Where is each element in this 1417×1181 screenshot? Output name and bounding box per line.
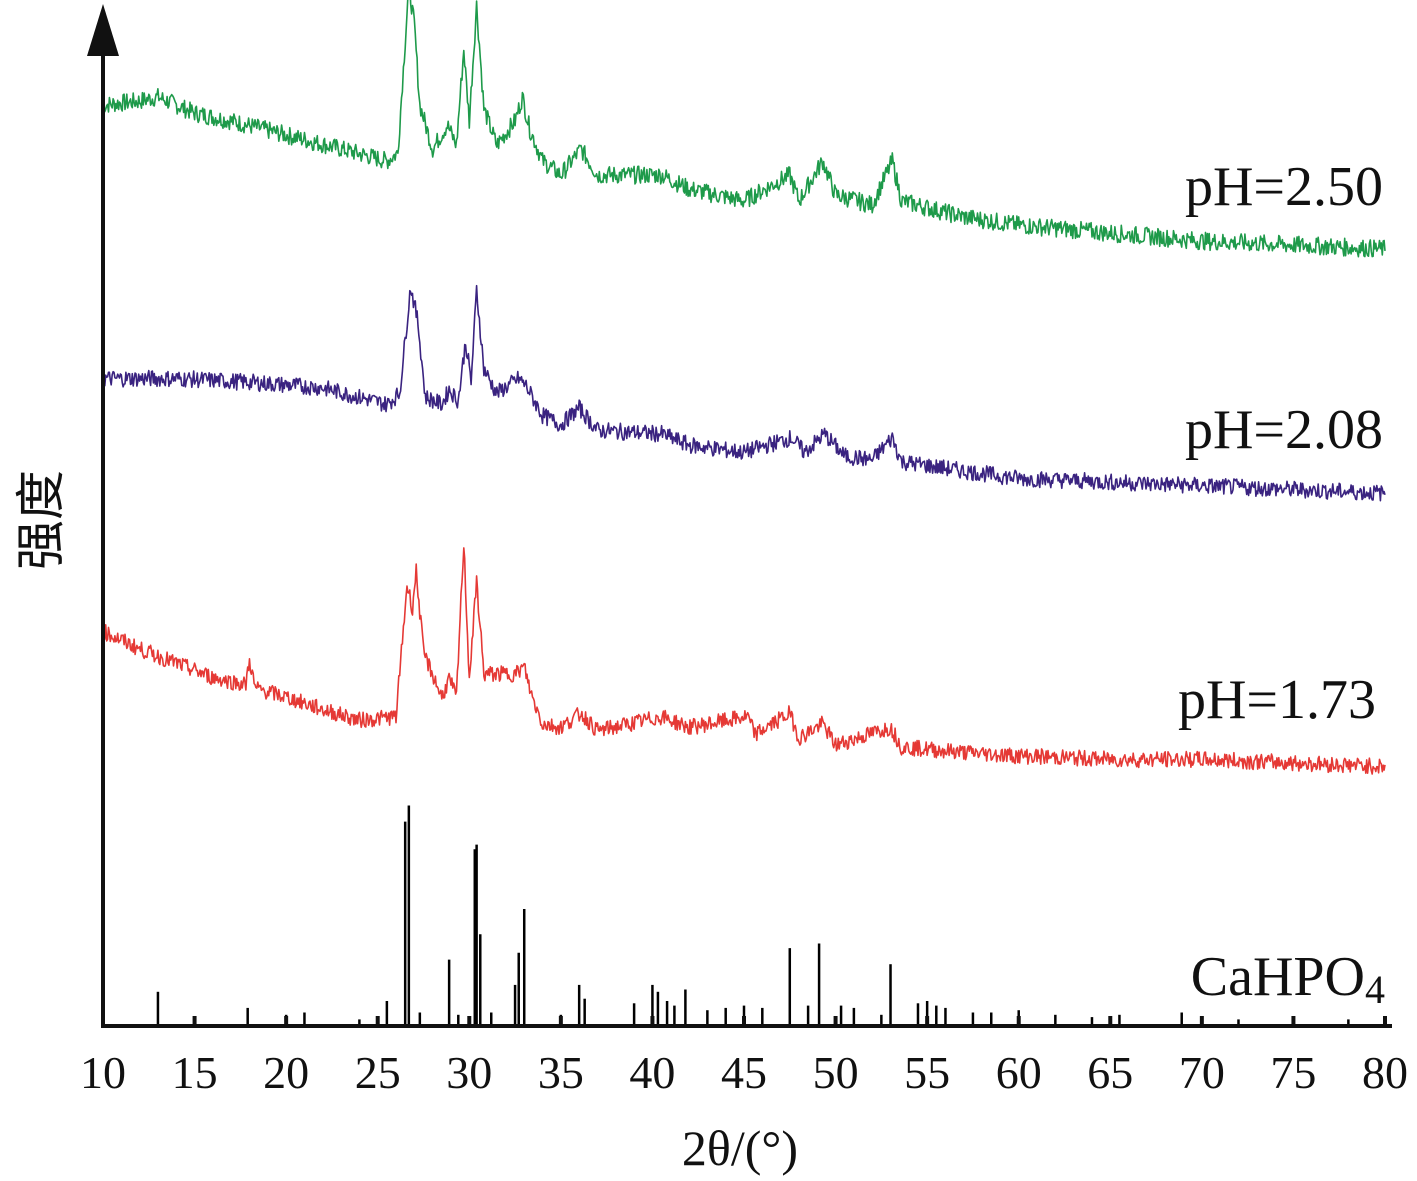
- y-axis-arrow: [87, 4, 119, 56]
- x-tick-label: 65: [1087, 1047, 1133, 1098]
- x-tick-label: 50: [813, 1047, 859, 1098]
- x-tick-label: 45: [721, 1047, 767, 1098]
- cahpo4-main: CaHPO: [1191, 946, 1365, 1008]
- series-line-ph-2-08: [102, 284, 1386, 502]
- plot-traces: [102, 0, 1386, 1024]
- x-tick-label: 75: [1270, 1047, 1316, 1098]
- series-label-cahpo4: CaHPO4: [1191, 946, 1385, 1012]
- x-tick-label: 25: [355, 1047, 401, 1098]
- x-tick-label: 70: [1179, 1047, 1225, 1098]
- x-tick-label: 15: [172, 1047, 218, 1098]
- x-tick-label: 55: [904, 1047, 950, 1098]
- x-tick-label: 20: [263, 1047, 309, 1098]
- y-axis-title: 强度: [13, 470, 69, 570]
- series-label-ph-2-08: pH=2.08: [1185, 399, 1383, 461]
- x-tick-label: 35: [538, 1047, 584, 1098]
- axes: 10 15 20 25 30 35 40 45 50 55 60 65 70 75 80: [80, 4, 1408, 1098]
- x-tick-label: 60: [996, 1047, 1042, 1098]
- x-tick-label: 80: [1362, 1047, 1408, 1098]
- series-line-ph-2-50: [102, 0, 1386, 258]
- x-tick-label: 30: [446, 1047, 492, 1098]
- cahpo4-subscript: 4: [1365, 967, 1385, 1012]
- x-axis-ticks: [101, 1016, 1387, 1026]
- x-tick-label: 10: [80, 1047, 126, 1098]
- series-line-ph-1-73: [102, 547, 1386, 775]
- x-axis-title: 2θ/(°): [682, 1120, 798, 1176]
- series-label-ph-2-50: pH=2.50: [1185, 156, 1383, 218]
- x-tick-label: 40: [629, 1047, 675, 1098]
- x-tick-labels: 10 15 20 25 30 35 40 45 50 55 60 65 70 75 80: [80, 1047, 1408, 1098]
- series-label-ph-1-73: pH=1.73: [1178, 669, 1376, 731]
